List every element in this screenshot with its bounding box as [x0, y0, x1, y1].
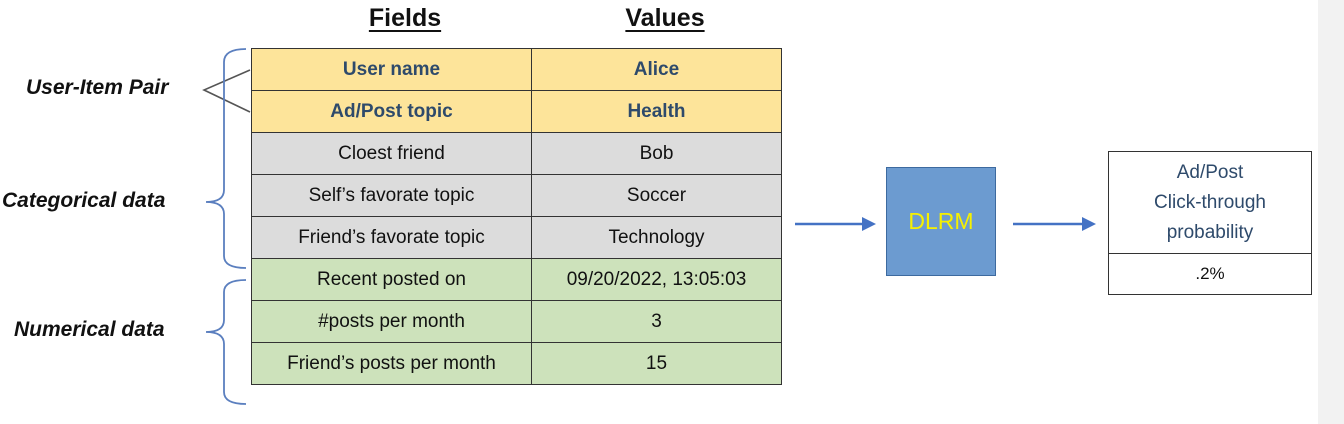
fields-header: Fields — [368, 4, 442, 32]
output-title-line: probability — [1166, 221, 1254, 243]
features-table: User name Alice Ad/Post topic Health Clo… — [251, 48, 782, 385]
table-row: Friend’s posts per month 15 — [251, 342, 782, 385]
numerical-bracket — [205, 279, 247, 405]
categorical-data-label: Categorical data — [2, 189, 166, 212]
values-header: Values — [625, 4, 705, 32]
output-title: Ad/Post Click-through probability — [1109, 152, 1311, 254]
value-cell: Health — [531, 90, 782, 133]
value-cell: Soccer — [531, 174, 782, 217]
field-cell: #posts per month — [251, 300, 532, 343]
table-row: #posts per month 3 — [251, 300, 782, 343]
categorical-bracket — [205, 48, 247, 269]
table-row: Self’s favorate topic Soccer — [251, 174, 782, 217]
output-table: Ad/Post Click-through probability .2% — [1108, 151, 1312, 295]
numerical-data-label: Numerical data — [14, 318, 165, 341]
value-cell: 09/20/2022, 13:05:03 — [531, 258, 782, 301]
output-title-line: Click-through — [1154, 191, 1266, 213]
table-row: Friend’s favorate topic Technology — [251, 216, 782, 259]
dlrm-model-box: DLRM — [886, 167, 996, 276]
pair-chevron — [202, 69, 251, 113]
table-row: User name Alice — [251, 48, 782, 91]
value-cell: Alice — [531, 48, 782, 91]
field-cell: Self’s favorate topic — [251, 174, 532, 217]
right-edge-strip — [1318, 0, 1344, 424]
table-row: Recent posted on 09/20/2022, 13:05:03 — [251, 258, 782, 301]
table-row: Ad/Post topic Health — [251, 90, 782, 133]
field-cell: Recent posted on — [251, 258, 532, 301]
user-item-pair-label: User-Item Pair — [26, 76, 169, 99]
output-title-line: Ad/Post — [1176, 161, 1244, 183]
arrow-to-model-head — [862, 217, 876, 231]
field-cell: Friend’s posts per month — [251, 342, 532, 385]
value-cell: 3 — [531, 300, 782, 343]
value-cell: Bob — [531, 132, 782, 175]
value-cell: Technology — [531, 216, 782, 259]
field-cell: Cloest friend — [251, 132, 532, 175]
dlrm-label: DLRM — [908, 208, 974, 234]
field-cell: Ad/Post topic — [251, 90, 532, 133]
field-cell: User name — [251, 48, 532, 91]
table-row: Cloest friend Bob — [251, 132, 782, 175]
field-cell: Friend’s favorate topic — [251, 216, 532, 259]
output-value: .2% — [1195, 264, 1225, 283]
value-cell: 15 — [531, 342, 782, 385]
arrow-to-output-head — [1082, 217, 1096, 231]
